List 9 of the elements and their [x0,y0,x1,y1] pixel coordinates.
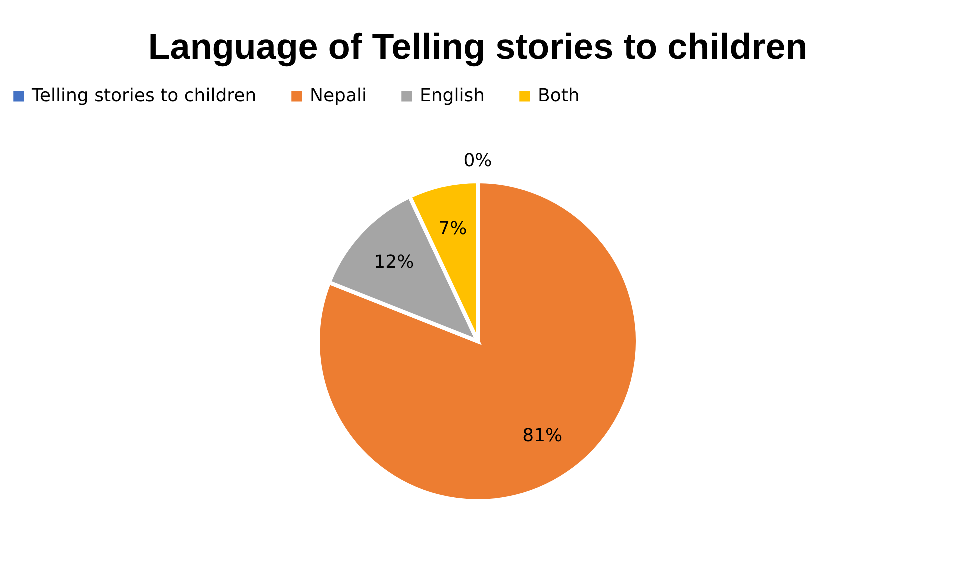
chart-title: Language of Telling stories to children [148,26,808,67]
legend-label: Telling stories to children [31,85,257,106]
legend-label: Both [538,85,580,106]
legend-label: Nepali [310,85,367,106]
data-label: 7% [438,218,468,240]
data-label: 81% [522,426,563,447]
data-label: 12% [374,252,414,273]
text: 0% [464,150,492,172]
legend-label: English [420,85,485,106]
